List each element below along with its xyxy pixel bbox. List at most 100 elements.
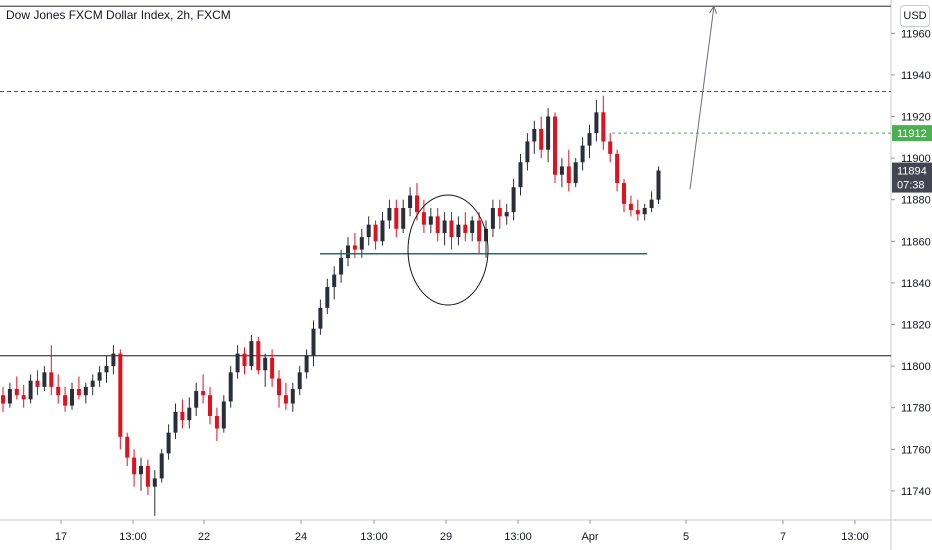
candle-body xyxy=(484,228,488,242)
candle-body xyxy=(359,237,364,250)
candle-body xyxy=(235,353,240,373)
candle-body xyxy=(615,153,620,184)
x-tick-label: 29 xyxy=(440,531,452,543)
candle-body xyxy=(325,287,330,308)
price-badges: 11912 11894 07:38 xyxy=(892,125,932,193)
candle-body xyxy=(311,328,316,356)
candle-body xyxy=(456,224,461,238)
y-tick-label: 11920 xyxy=(901,111,931,123)
x-tick-label: 13:00 xyxy=(360,531,388,543)
candle-body xyxy=(83,386,88,396)
candle-body xyxy=(539,128,544,150)
candle-body xyxy=(249,341,254,367)
candle-body xyxy=(511,187,516,213)
candle-body xyxy=(159,453,164,479)
candle-body xyxy=(656,170,661,200)
candle-body xyxy=(208,395,212,416)
candle-body xyxy=(525,141,530,163)
candle-body xyxy=(470,220,475,233)
candle-body xyxy=(290,388,295,404)
candle-body xyxy=(49,372,54,387)
candle-body xyxy=(76,388,81,396)
candle-body xyxy=(283,395,288,404)
annotations-layer xyxy=(320,5,717,306)
candle-body xyxy=(435,216,440,233)
y-tick-label: 11760 xyxy=(901,444,931,456)
candle-body xyxy=(601,112,606,142)
candle-body xyxy=(553,116,557,175)
candle-body xyxy=(42,372,47,387)
x-tick-label: Apr xyxy=(581,531,598,543)
y-tick-label: 11840 xyxy=(901,278,931,290)
price-axis: 11740 11760 11780 11800 11820 11840 11860 11880… xyxy=(891,28,931,498)
price-badge-label: 11912 xyxy=(897,128,927,140)
candle-body xyxy=(559,166,564,175)
candle-body xyxy=(214,416,219,429)
candle-body xyxy=(532,128,537,142)
candle-body xyxy=(346,245,350,258)
candle-body xyxy=(263,357,268,371)
candle-body xyxy=(180,411,185,421)
candle-body xyxy=(339,257,344,275)
x-tick-label: 7 xyxy=(780,531,786,543)
y-tick-label: 11860 xyxy=(901,236,931,248)
candle-body xyxy=(56,386,61,396)
candle-body xyxy=(297,372,302,389)
y-tick-label: 11960 xyxy=(901,28,931,40)
candle-body xyxy=(256,341,261,371)
candle-body xyxy=(352,245,357,250)
candle-body xyxy=(304,355,309,373)
highlight-circle xyxy=(407,194,489,306)
countdown-label: 07:38 xyxy=(897,180,925,192)
candle-body xyxy=(387,208,392,221)
candle-body xyxy=(104,366,109,373)
candle-body xyxy=(566,166,571,184)
candle-body xyxy=(642,208,647,215)
candle-body xyxy=(242,353,247,367)
candle-body xyxy=(408,195,413,208)
candle-body xyxy=(401,208,406,229)
candle-body xyxy=(594,112,599,134)
candle-body xyxy=(132,457,137,475)
candle-body xyxy=(332,274,337,288)
candle-body xyxy=(118,353,123,437)
candle-body xyxy=(173,411,178,433)
candle-body xyxy=(125,436,130,458)
candle-body xyxy=(497,208,502,217)
projection-arrow-head xyxy=(709,5,717,14)
candle-body xyxy=(63,395,68,406)
levels-layer xyxy=(0,5,891,357)
candles-layer xyxy=(1,95,661,516)
time-axis: 17 13:00 22 24 13:00 29 13:00 Apr 5 7 13:00 xyxy=(55,520,869,543)
currency-button[interactable]: USD xyxy=(900,5,930,27)
candle-body xyxy=(7,388,12,404)
x-tick-label: 22 xyxy=(198,531,210,543)
candle-body xyxy=(421,212,426,225)
last-price-badge xyxy=(892,162,932,193)
candle-body xyxy=(380,220,385,242)
candle-body xyxy=(573,162,578,184)
candle-body xyxy=(90,380,95,387)
y-tick-label: 11940 xyxy=(901,70,931,82)
candle-body xyxy=(187,407,192,421)
candle-body xyxy=(21,395,26,400)
candle-body xyxy=(139,465,143,475)
candle-body xyxy=(277,378,281,396)
y-tick-label: 11820 xyxy=(901,319,931,331)
candle-body xyxy=(14,388,19,396)
candle-body xyxy=(366,224,371,238)
candle-body xyxy=(587,133,592,146)
candle-body xyxy=(415,195,419,213)
candle-body xyxy=(580,145,585,163)
candle-body xyxy=(270,357,275,379)
candle-body xyxy=(111,353,116,367)
candle-body xyxy=(97,372,102,381)
chart-title: Dow Jones FXCM Dollar Index, 2h, FXCM xyxy=(6,8,231,22)
candle-body xyxy=(221,401,226,429)
candle-body xyxy=(546,116,551,150)
y-tick-label: 11880 xyxy=(901,195,931,207)
x-tick-label: 13:00 xyxy=(504,531,532,543)
last-price-label: 11894 xyxy=(897,166,927,178)
